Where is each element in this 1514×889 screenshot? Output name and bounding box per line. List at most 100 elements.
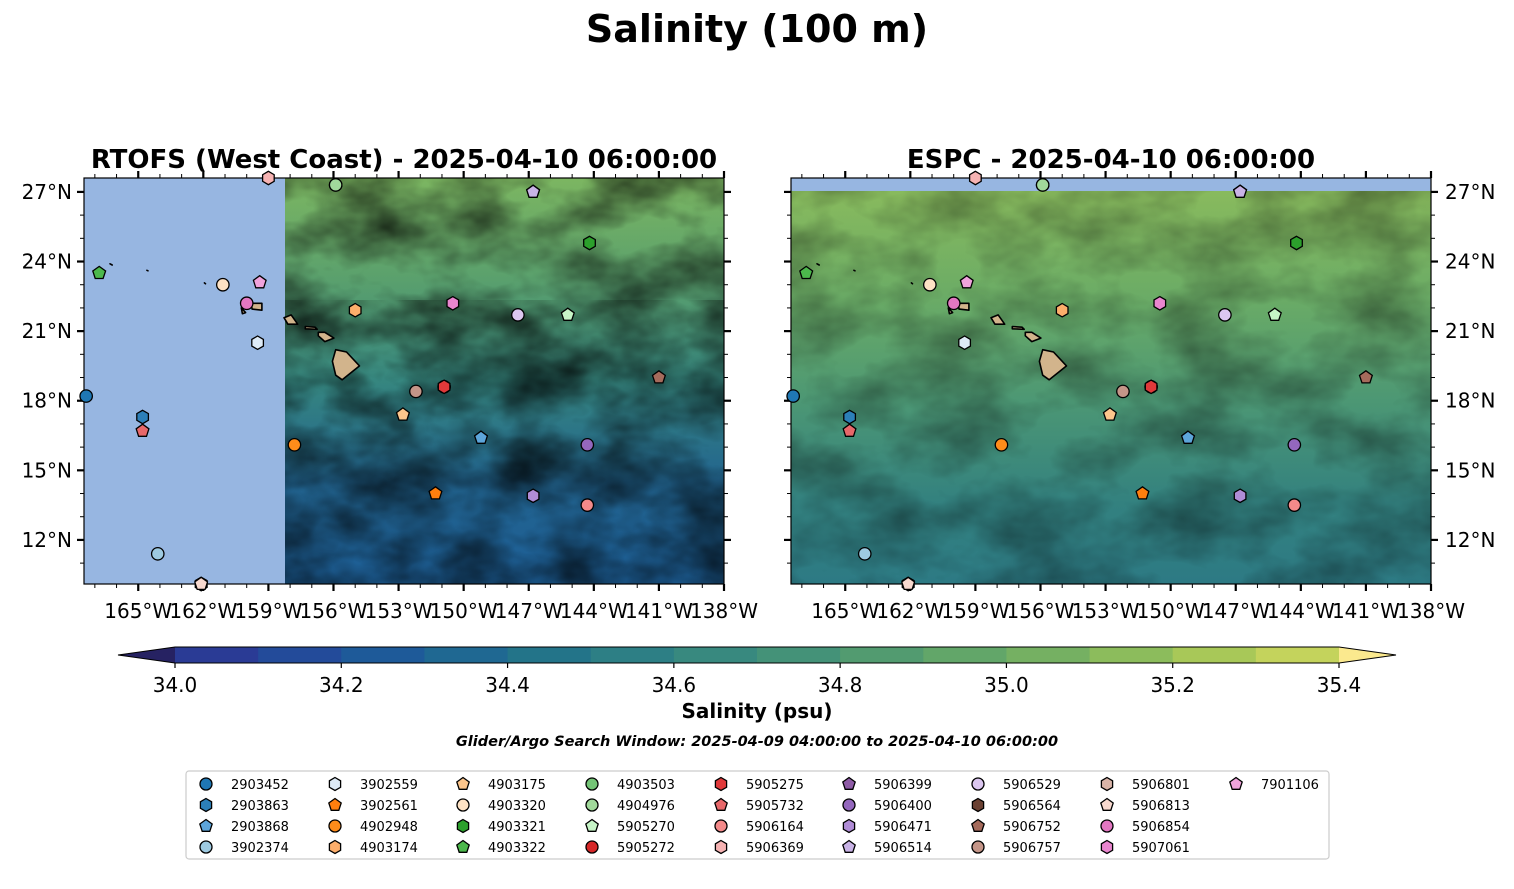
x-tick-label: 159°W xyxy=(234,599,302,623)
legend-marker-4903174 xyxy=(328,839,342,855)
legend-item: 5906400 xyxy=(842,798,932,814)
float-5907061 xyxy=(446,295,460,311)
legend-marker-5906752 xyxy=(971,818,985,832)
rtofs-panel: RTOFS (West Coast) - 2025-04-10 06:00:00… xyxy=(22,145,759,623)
y-tick-label: 15°N xyxy=(1445,458,1495,482)
island xyxy=(331,348,361,381)
island xyxy=(1024,331,1042,343)
x-tick-label: 141°W xyxy=(1332,599,1400,623)
colorbar-tick-label: 35.4 xyxy=(1317,673,1362,697)
rtofs-axes: 165°W162°W159°W156°W153°W150°W147°W144°W… xyxy=(22,171,758,623)
float-4903175 xyxy=(1102,407,1118,421)
legend-marker-5906514 xyxy=(842,839,856,853)
colorbar-extend-high xyxy=(1339,647,1396,663)
x-tick-label: 165°W xyxy=(104,599,172,623)
legend-label: 4903174 xyxy=(360,841,418,856)
espc-land xyxy=(816,262,1068,381)
float-4902948 xyxy=(994,437,1009,452)
x-tick-label: 138°W xyxy=(1397,599,1465,623)
legend-marker-5905732 xyxy=(714,797,728,811)
float-5906369 xyxy=(968,170,982,186)
legend-label: 5905270 xyxy=(617,820,675,835)
espc-north-mask xyxy=(791,178,1431,191)
x-tick-label: 156°W xyxy=(300,599,368,623)
legend-marker-5906400 xyxy=(842,798,856,812)
float-5906400 xyxy=(580,437,595,452)
float-3902561 xyxy=(1135,485,1150,500)
float-2903863 xyxy=(843,409,857,425)
float-4904976 xyxy=(1035,178,1050,192)
float-5906529 xyxy=(511,308,525,322)
legend-item: 4903174 xyxy=(328,839,418,856)
float-4904976 xyxy=(328,178,343,192)
legend-marker-3902561 xyxy=(328,797,342,811)
island xyxy=(317,331,335,343)
x-tick-label: 138°W xyxy=(690,599,758,623)
legend-label: 5906399 xyxy=(874,778,932,793)
legend-marker-2903863 xyxy=(199,797,213,813)
legend-item: 5906514 xyxy=(842,839,932,856)
float-5906854 xyxy=(946,296,961,311)
colorbar-bin xyxy=(424,647,509,663)
y-tick-label: 21°N xyxy=(1445,319,1495,343)
legend-label: 4903175 xyxy=(488,778,546,793)
legend-marker-5906854 xyxy=(1100,819,1114,833)
legend-item: 5905272 xyxy=(585,840,675,856)
legend-marker-4904976 xyxy=(585,798,599,812)
legend-label: 5905275 xyxy=(746,778,804,793)
legend-label: 5906471 xyxy=(874,820,932,835)
legend-item: 5906471 xyxy=(842,818,932,835)
y-tick-label: 27°N xyxy=(1445,180,1495,204)
legend-item: 5905270 xyxy=(585,818,675,835)
float-5906752 xyxy=(1358,369,1374,384)
legend-item: 5906399 xyxy=(842,776,932,793)
colorbar-bin xyxy=(923,647,1008,663)
colorbar-bin xyxy=(840,647,924,663)
legend-label: 5906801 xyxy=(1132,778,1190,793)
x-tick-label: 150°W xyxy=(430,599,498,623)
float-5905732 xyxy=(135,423,150,437)
rtofs-swirl-texture-dark xyxy=(285,300,724,584)
colorbar-bin xyxy=(1006,647,1091,663)
x-tick-label: 147°W xyxy=(1202,599,1270,623)
float-5906757 xyxy=(1116,384,1130,399)
legend-item: 3902561 xyxy=(328,797,418,814)
legend-item: 2903868 xyxy=(199,818,289,835)
legend-label: 5905272 xyxy=(617,841,675,856)
float-5905275 xyxy=(437,379,451,395)
legend-marker-4903322 xyxy=(456,839,470,853)
island xyxy=(1038,348,1068,381)
float-5906813 xyxy=(194,576,209,591)
legend-item: 4903320 xyxy=(456,798,546,814)
float-5905270 xyxy=(560,307,575,321)
y-tick-label: 18°N xyxy=(22,389,72,413)
x-tick-label: 162°W xyxy=(169,599,237,623)
legend-frame xyxy=(185,770,1330,860)
legend-marker-5906471 xyxy=(842,818,856,834)
figure-title: Salinity (100 m) xyxy=(586,7,928,51)
float-5906757 xyxy=(409,384,423,399)
colorbar-extend-low xyxy=(118,647,175,663)
legend-item: 5906801 xyxy=(1100,776,1190,793)
float-3902374 xyxy=(150,546,165,561)
legend-item: 5906757 xyxy=(971,840,1061,856)
legend-label: 5906757 xyxy=(1003,841,1061,856)
x-tick-label: 144°W xyxy=(1267,599,1335,623)
float-3902561 xyxy=(428,485,443,500)
island xyxy=(990,314,1006,326)
float-5906529 xyxy=(1218,308,1232,322)
legend-marker-2903452 xyxy=(199,777,213,791)
float-4903321 xyxy=(583,235,596,251)
float-2903452 xyxy=(79,389,94,403)
legend-item: 4903175 xyxy=(456,776,546,793)
x-tick-label: 153°W xyxy=(365,599,433,623)
legend-item: 7901106 xyxy=(1229,776,1319,793)
y-tick-label: 27°N xyxy=(22,180,72,204)
island xyxy=(304,325,319,331)
float-5905270 xyxy=(1267,307,1282,321)
legend-label: 4903321 xyxy=(488,820,546,835)
y-tick-label: 24°N xyxy=(1445,250,1495,274)
legend-marker-5905272 xyxy=(585,840,599,854)
float-4903174 xyxy=(1055,302,1069,318)
